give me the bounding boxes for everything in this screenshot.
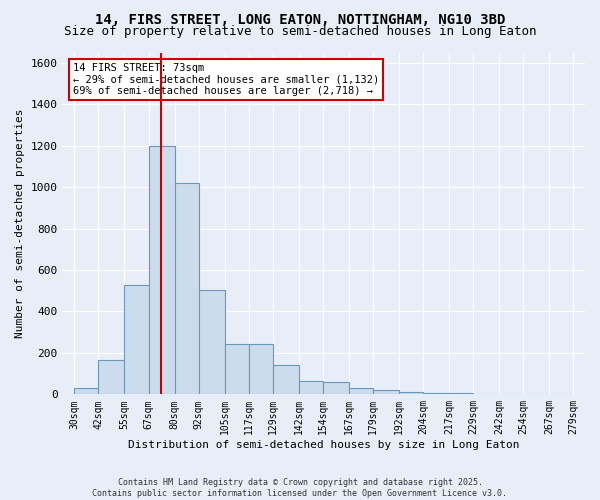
Bar bbox=[149, 146, 175, 394]
Bar bbox=[299, 381, 323, 394]
Bar bbox=[124, 284, 149, 395]
Bar bbox=[399, 392, 423, 394]
Bar bbox=[323, 382, 349, 394]
Bar bbox=[175, 183, 199, 394]
Bar bbox=[349, 388, 373, 394]
Y-axis label: Number of semi-detached properties: Number of semi-detached properties bbox=[15, 108, 25, 338]
Text: Size of property relative to semi-detached houses in Long Eaton: Size of property relative to semi-detach… bbox=[64, 25, 536, 38]
Bar bbox=[224, 344, 248, 394]
Bar bbox=[248, 344, 272, 394]
Text: Contains HM Land Registry data © Crown copyright and database right 2025.
Contai: Contains HM Land Registry data © Crown c… bbox=[92, 478, 508, 498]
Bar bbox=[373, 390, 399, 394]
Bar bbox=[74, 388, 98, 394]
Bar bbox=[98, 360, 124, 394]
Text: 14, FIRS STREET, LONG EATON, NOTTINGHAM, NG10 3BD: 14, FIRS STREET, LONG EATON, NOTTINGHAM,… bbox=[95, 12, 505, 26]
Bar bbox=[272, 366, 299, 394]
Text: 14 FIRS STREET: 73sqm
← 29% of semi-detached houses are smaller (1,132)
69% of s: 14 FIRS STREET: 73sqm ← 29% of semi-deta… bbox=[73, 63, 379, 96]
X-axis label: Distribution of semi-detached houses by size in Long Eaton: Distribution of semi-detached houses by … bbox=[128, 440, 520, 450]
Bar bbox=[199, 290, 224, 395]
